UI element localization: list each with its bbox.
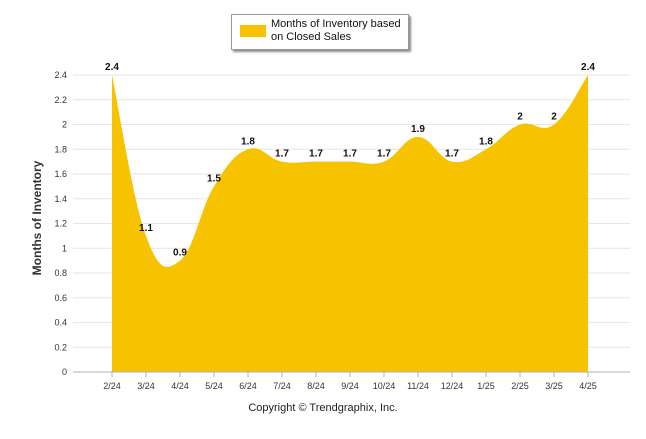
y-axis-title: Months of Inventory xyxy=(30,160,44,275)
data-label: 1.9 xyxy=(411,124,425,135)
x-tick-label: 10/24 xyxy=(373,381,396,391)
y-tick-label: 1 xyxy=(62,243,67,253)
x-tick-label: 2/24 xyxy=(103,381,121,391)
x-tick-label: 7/24 xyxy=(273,381,291,391)
copyright-text: Copyright © Trendgraphix, Inc. xyxy=(248,402,398,414)
axes: 0 0.2 0.4 0.6 0.8 1 1.2 1.4 1.6 1.8 2 2.2 2.4 2/24 3/2… xyxy=(54,70,630,391)
data-label: 1.8 xyxy=(479,136,493,147)
y-tick-label: 0.8 xyxy=(54,268,67,278)
series-area xyxy=(112,75,588,372)
y-tick-label: 2.2 xyxy=(54,95,67,105)
data-label: 1.7 xyxy=(309,149,323,160)
x-tick-label: 8/24 xyxy=(307,381,325,391)
plot-area xyxy=(112,75,588,372)
x-tick-label: 4/24 xyxy=(171,381,189,391)
y-tick-label: 1.8 xyxy=(54,144,67,154)
y-tick-label: 0 xyxy=(62,367,67,377)
x-tick-label: 5/24 xyxy=(205,381,223,391)
data-label: 2 xyxy=(551,112,557,123)
y-tick-label: 2.4 xyxy=(54,70,67,80)
data-label: 1.7 xyxy=(377,149,391,160)
y-tick-label: 1.6 xyxy=(54,169,67,179)
data-label: 1.8 xyxy=(241,136,255,147)
data-label: 0.9 xyxy=(173,248,187,259)
data-label: 2.4 xyxy=(105,62,119,73)
y-tick-label: 0.4 xyxy=(54,318,67,328)
x-tick-label: 2/25 xyxy=(511,381,529,391)
data-label: 1.7 xyxy=(275,149,289,160)
x-tick-label: 11/24 xyxy=(407,381,429,391)
x-tick-label: 4/25 xyxy=(579,381,597,391)
data-label: 2 xyxy=(517,112,523,123)
x-tick-label: 9/24 xyxy=(341,381,359,391)
legend-label: Months of Inventory based on Closed Sale… xyxy=(271,18,401,43)
y-tick-label: 2 xyxy=(62,120,67,130)
y-tick-label: 1.4 xyxy=(54,194,67,204)
x-tick-label: 3/25 xyxy=(545,381,563,391)
y-tick-label: 0.6 xyxy=(54,293,67,303)
y-tick-label: 1.2 xyxy=(54,219,67,229)
x-tick-label: 12/24 xyxy=(441,381,464,391)
legend: Months of Inventory based on Closed Sale… xyxy=(231,14,409,50)
data-label: 1.5 xyxy=(207,173,221,184)
x-tick-label: 6/24 xyxy=(239,381,257,391)
data-label: 1.1 xyxy=(139,223,153,234)
x-tick-label: 3/24 xyxy=(137,381,155,391)
y-tick-label: 0.2 xyxy=(54,342,67,352)
data-label: 1.7 xyxy=(445,149,459,160)
data-label: 2.4 xyxy=(581,62,595,73)
data-label: 1.7 xyxy=(343,149,357,160)
legend-swatch xyxy=(240,25,266,37)
data-labels: 2.4 1.1 0.9 1.5 1.8 1.7 1.7 1.7 1.7 1.9 1.7 1.8 2 2 2.… xyxy=(105,62,595,259)
x-tick-label: 1/25 xyxy=(477,381,495,391)
